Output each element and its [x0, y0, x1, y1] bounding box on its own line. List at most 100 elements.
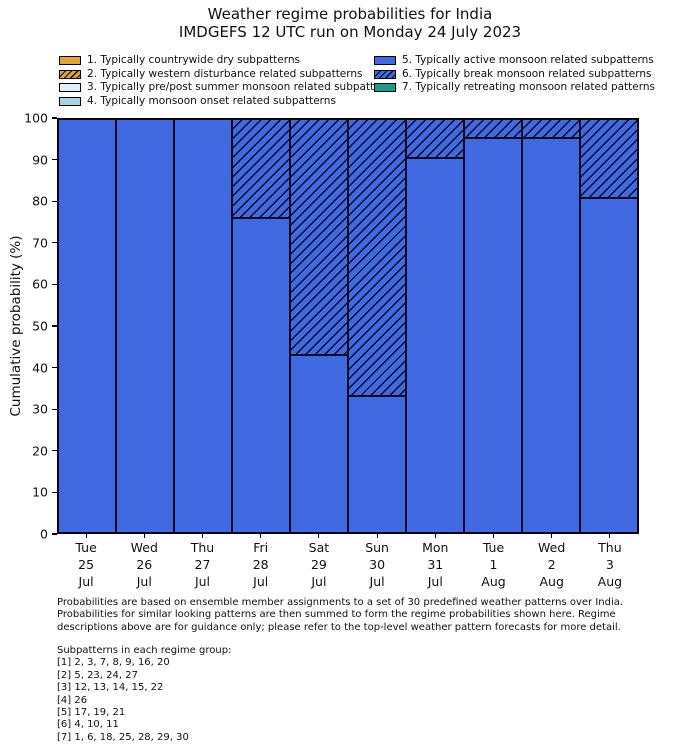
x-tick-label-month: Jul: [369, 574, 385, 589]
page-title-line1: Weather regime probabilities for India: [207, 5, 493, 23]
legend-item: 1. Typically countrywide dry subpatterns: [59, 54, 397, 68]
y-axis: 0 10 20 30 40 50 60 70 80 90 100: [0, 111, 57, 542]
bar: [580, 119, 638, 533]
bar-segment-solid: [116, 119, 174, 533]
x-tick-label-day: Fri: [253, 540, 269, 555]
x-tick-label: Sat 29 Jul: [287, 539, 351, 590]
x-tick-label-month: Jul: [311, 574, 327, 589]
legend-swatch: [374, 69, 396, 79]
y-tick: [52, 117, 57, 119]
x-tick-label: Thu 3 Aug: [578, 539, 642, 590]
x-tick-label-date: 30: [369, 557, 386, 572]
bar-segment-hatched: [580, 119, 638, 198]
x-tick-label: Tue 1 Aug: [462, 539, 526, 590]
y-tick: [52, 533, 57, 535]
bar: [58, 119, 116, 533]
legend-col-right: 5. Typically active monsoon related subp…: [374, 54, 655, 95]
y-tick-label: 100: [24, 110, 48, 126]
y-tick: [52, 367, 57, 369]
subpattern-line: [7] 1, 6, 18, 25, 28, 29, 30: [57, 731, 189, 743]
x-tick-label-date: 26: [136, 557, 153, 572]
bar-segment-hatched: [406, 119, 464, 159]
x-tick-label-day: Sun: [365, 540, 389, 555]
x-tick: [143, 534, 145, 538]
x-tick: [434, 534, 436, 538]
x-tick-label-date: 31: [427, 557, 444, 572]
subpattern-line: [1] 2, 3, 7, 8, 9, 16, 20: [57, 657, 170, 669]
legend-item: 5. Typically active monsoon related subp…: [374, 54, 655, 68]
y-tick: [52, 408, 57, 410]
y-tick-label: 0: [40, 526, 48, 542]
x-tick-label-date: 1: [489, 557, 498, 572]
bar-segment-solid: [464, 137, 522, 533]
bar: [232, 119, 290, 533]
x-tick-label-month: Jul: [427, 574, 443, 589]
x-tick-label-day: Sat: [308, 540, 330, 555]
x-tick-label-day: Tue: [75, 540, 97, 555]
y-tick-label: 50: [32, 318, 48, 334]
bar-segment-solid: [58, 119, 116, 533]
legend-swatch: [374, 56, 396, 66]
legend-item: 2. Typically western disturbance related…: [59, 68, 397, 82]
y-tick-label: 70: [32, 235, 48, 251]
y-tick: [52, 450, 57, 452]
legend-swatch: [374, 83, 396, 93]
subpattern-line: [5] 17, 19, 21: [57, 707, 126, 719]
legend-item: 3. Typically pre/post summer monsoon rel…: [59, 81, 397, 95]
bar-segment-solid: [290, 354, 348, 533]
legend-item: 6. Typically break monsoon related subpa…: [374, 68, 655, 82]
x-tick-label: Fri 28 Jul: [229, 539, 293, 590]
bar: [290, 119, 348, 533]
legend-label: 3. Typically pre/post summer monsoon rel…: [87, 81, 397, 94]
subpatterns-lines: [1] 2, 3, 7, 8, 9, 16, 20 [2] 5, 23, 24, …: [57, 657, 457, 744]
subpatterns-header: Subpatterns in each regime group:: [57, 645, 232, 656]
bar-segment-hatched: [522, 119, 580, 138]
footnote-line: Probabilities for similar looking patter…: [57, 609, 616, 621]
bar-segment-solid: [580, 197, 638, 533]
subpattern-line: [3] 12, 13, 14, 15, 22: [57, 682, 164, 694]
y-tick: [52, 491, 57, 493]
bar-segment-hatched: [290, 119, 348, 355]
plot-area: [57, 118, 639, 534]
x-tick-label-day: Thu: [598, 540, 622, 555]
subpatterns: Subpatterns in each regime group: [1] 2,…: [57, 645, 457, 744]
y-tick-label: 30: [32, 401, 48, 417]
x-tick-label-date: 29: [310, 557, 327, 572]
bar: [464, 119, 522, 533]
x-tick-label: Mon 31 Jul: [403, 539, 467, 590]
x-tick-label-date: 25: [78, 557, 95, 572]
x-tick-label-month: Jul: [253, 574, 269, 589]
x-tick-label: Tue 25 Jul: [54, 539, 118, 590]
y-tick: [52, 159, 57, 161]
y-tick-label: 20: [32, 443, 48, 459]
bar-segment-hatched: [232, 119, 290, 219]
x-tick: [318, 534, 320, 538]
x-tick: [201, 534, 204, 538]
legend-col-left: 1. Typically countrywide dry subpatterns…: [59, 54, 397, 108]
x-tick-label-day: Wed: [538, 540, 566, 555]
subpattern-line: [2] 5, 23, 24, 27: [57, 669, 138, 681]
bar-segment-hatched: [464, 119, 522, 138]
bar-segment-solid: [232, 218, 290, 533]
legend-label: 7. Typically retreating monsoon related …: [402, 81, 656, 94]
legend-label: 1. Typically countrywide dry subpatterns: [87, 54, 301, 66]
legend-label: 5. Typically active monsoon related subp…: [402, 54, 654, 66]
y-tick-label: 60: [32, 276, 48, 292]
legend-swatch: [59, 83, 81, 93]
y-tick: [52, 200, 57, 202]
y-tick-label: 10: [32, 484, 48, 500]
x-tick-label: Sun 30 Jul: [345, 539, 409, 590]
legend-item: 7. Typically retreating monsoon related …: [374, 81, 655, 95]
x-tick-label-month: Jul: [78, 574, 94, 589]
bar-segment-solid: [406, 158, 464, 533]
bar-segment-solid: [522, 137, 580, 533]
bar: [406, 119, 464, 533]
x-tick-label-date: 27: [194, 557, 211, 572]
x-tick-label-date: 28: [252, 557, 269, 572]
x-tick-label-day: Thu: [190, 540, 215, 555]
x-tick-label: Wed 2 Aug: [520, 539, 584, 590]
page-title-line2: IMDGEFS 12 UTC run on Monday 24 July 202…: [178, 23, 522, 41]
footnote-line: Probabilities are based on ensemble memb…: [57, 597, 624, 608]
footnote-line: descriptions above are for guidance only…: [57, 621, 621, 633]
